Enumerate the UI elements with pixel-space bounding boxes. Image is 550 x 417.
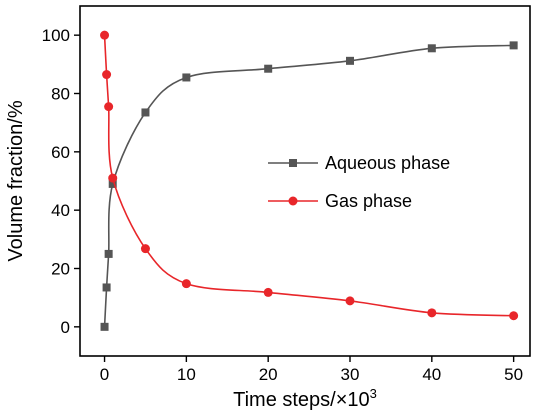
- data-point: [102, 283, 111, 292]
- data-point: [100, 322, 109, 331]
- data-point: [181, 279, 191, 289]
- legend-marker-0: [289, 159, 297, 167]
- x-tick-label-2: 20: [259, 365, 278, 384]
- data-point: [346, 56, 354, 65]
- data-point: [264, 64, 273, 73]
- data-point: [108, 173, 118, 183]
- x-tick-label-0: 0: [100, 365, 109, 384]
- x-tick-label-1: 10: [177, 365, 196, 384]
- plot-area: [100, 30, 519, 331]
- x-tick-label-3: 30: [341, 365, 360, 384]
- legend: Aqueous phase Gas phase: [268, 153, 450, 211]
- y-tick-label-5: 100: [42, 26, 70, 45]
- data-point: [427, 308, 437, 318]
- y-tick-label-2: 40: [51, 201, 70, 220]
- legend-label-1: Gas phase: [325, 191, 412, 211]
- data-point: [182, 73, 191, 82]
- y-tick-label-1: 20: [51, 260, 70, 279]
- plot-frame: [79, 5, 531, 357]
- series-line-1: [103, 35, 514, 317]
- data-point: [427, 44, 436, 53]
- data-point: [100, 30, 110, 40]
- data-point: [108, 179, 117, 188]
- data-point: [345, 296, 355, 306]
- x-axis-title-superscript: 3: [370, 386, 377, 401]
- data-point: [141, 108, 150, 117]
- x-tick-label-5: 50: [504, 365, 523, 384]
- data-point: [102, 70, 112, 80]
- legend-marker-1: [288, 196, 298, 206]
- y-tick-label-4: 80: [51, 85, 70, 104]
- data-point: [509, 311, 519, 321]
- y-tick-label-3: 60: [51, 143, 70, 162]
- y-axis-title: Volume fraction/%: [5, 100, 27, 261]
- data-point: [263, 287, 273, 297]
- legend-label-0: Aqueous phase: [325, 153, 450, 173]
- data-point: [104, 249, 113, 258]
- series-line-0: [103, 44, 514, 327]
- x-tick-label-4: 40: [422, 365, 441, 384]
- x-axis-title: Time steps/×103: [233, 386, 377, 411]
- y-tick-label-0: 0: [61, 318, 70, 337]
- x-axis: 0 10 20 30 40 50: [100, 356, 523, 384]
- data-point: [509, 41, 518, 50]
- data-point: [104, 102, 114, 112]
- data-point: [140, 244, 150, 254]
- y-axis: 0 20 40 60 80 100: [42, 26, 80, 337]
- series-0: [100, 41, 518, 331]
- series-1: [100, 30, 519, 321]
